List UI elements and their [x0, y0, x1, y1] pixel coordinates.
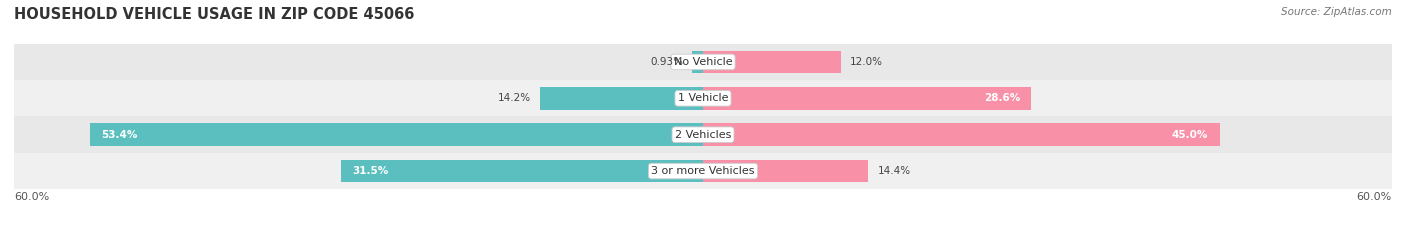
Text: 28.6%: 28.6% — [984, 93, 1019, 103]
FancyBboxPatch shape — [14, 116, 1392, 153]
Text: Source: ZipAtlas.com: Source: ZipAtlas.com — [1281, 7, 1392, 17]
Bar — [703, 123, 1219, 146]
Text: 2 Vehicles: 2 Vehicles — [675, 130, 731, 140]
Bar — [703, 87, 1032, 110]
Text: 12.0%: 12.0% — [851, 57, 883, 67]
Bar — [692, 51, 703, 73]
Bar — [90, 123, 703, 146]
Text: 31.5%: 31.5% — [353, 166, 389, 176]
Bar — [703, 160, 869, 182]
Text: 14.4%: 14.4% — [877, 166, 911, 176]
Text: 60.0%: 60.0% — [1357, 192, 1392, 202]
Text: 53.4%: 53.4% — [101, 130, 138, 140]
FancyBboxPatch shape — [14, 153, 1392, 189]
Text: 14.2%: 14.2% — [498, 93, 531, 103]
Bar — [540, 87, 703, 110]
Text: HOUSEHOLD VEHICLE USAGE IN ZIP CODE 45066: HOUSEHOLD VEHICLE USAGE IN ZIP CODE 4506… — [14, 7, 415, 22]
Text: 45.0%: 45.0% — [1171, 130, 1208, 140]
Text: 3 or more Vehicles: 3 or more Vehicles — [651, 166, 755, 176]
FancyBboxPatch shape — [14, 80, 1392, 116]
Bar — [342, 160, 703, 182]
Text: 1 Vehicle: 1 Vehicle — [678, 93, 728, 103]
Text: No Vehicle: No Vehicle — [673, 57, 733, 67]
Text: 0.93%: 0.93% — [650, 57, 683, 67]
Text: 60.0%: 60.0% — [14, 192, 49, 202]
Bar — [703, 51, 841, 73]
FancyBboxPatch shape — [14, 44, 1392, 80]
